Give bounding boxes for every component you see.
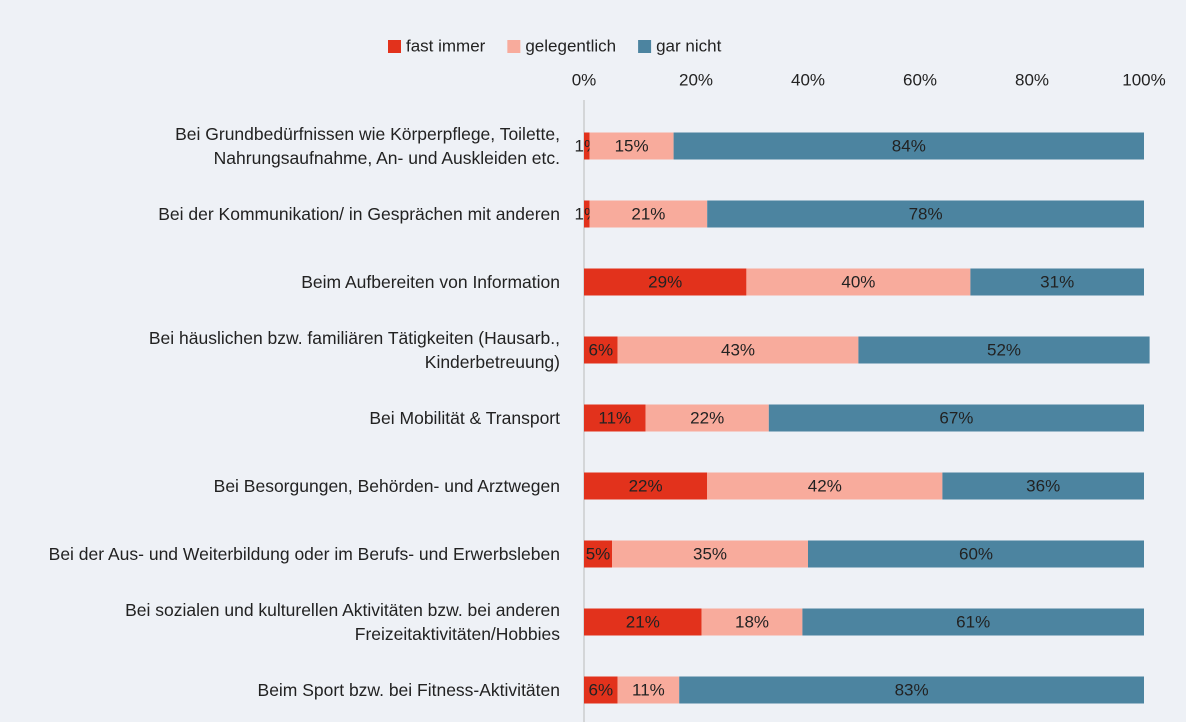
bar-segment <box>584 132 590 160</box>
data-label: 42% <box>808 476 842 495</box>
bar-segment <box>589 132 674 160</box>
data-label: 18% <box>735 612 769 631</box>
bar-segment <box>584 540 612 568</box>
bar-segment <box>746 268 971 296</box>
data-label: 29% <box>648 272 682 291</box>
data-label: 35% <box>693 544 727 563</box>
data-label: 43% <box>721 340 755 359</box>
bar-segment <box>612 540 808 568</box>
category-label: Bei sozialen und kulturellen Aktivitäten… <box>125 600 560 644</box>
bar-segment <box>707 472 943 500</box>
bar-segment <box>584 404 646 432</box>
x-tick-label: 20% <box>679 70 713 89</box>
data-label: 21% <box>631 204 665 223</box>
legend-swatch <box>388 40 401 53</box>
category-label: Bei der Aus- und Weiterbildung oder im B… <box>48 544 560 564</box>
data-label: 60% <box>959 544 993 563</box>
data-label: 21% <box>626 612 660 631</box>
category-label: Bei Besorgungen, Behörden- und Arztwegen <box>213 476 560 496</box>
bar-segment <box>707 200 1144 228</box>
data-label: 67% <box>939 408 973 427</box>
x-tick-label: 0% <box>572 70 597 89</box>
bar-segment <box>584 472 708 500</box>
category-label: Beim Sport bzw. bei Fitness-Aktivitäten <box>257 680 560 700</box>
legend-swatch <box>507 40 521 53</box>
data-label: 5% <box>586 544 611 563</box>
category-label: Bei der Kommunikation/ in Gesprächen mit… <box>158 204 560 224</box>
data-label: 6% <box>589 680 614 699</box>
legend-label: gar nicht <box>656 36 721 55</box>
bar-segment <box>617 676 680 704</box>
legend-swatch <box>638 40 652 53</box>
bar-segment <box>970 268 1144 296</box>
bar-segment <box>701 608 803 636</box>
bar-segment <box>584 200 590 228</box>
data-label: 22% <box>690 408 724 427</box>
data-label: 36% <box>1026 476 1060 495</box>
data-label: 6% <box>589 340 614 359</box>
data-label: 11% <box>632 680 665 699</box>
category-label: Bei Grundbedürfnissen wie Körperpflege, … <box>175 124 560 168</box>
bar-segment <box>589 200 708 228</box>
x-tick-label: 80% <box>1015 70 1049 89</box>
data-label: 61% <box>956 612 990 631</box>
category-label: Bei Mobilität & Transport <box>369 408 560 428</box>
legend-label: fast immer <box>406 36 486 55</box>
data-label: 52% <box>987 340 1021 359</box>
bar-segment <box>768 404 1144 432</box>
x-tick-label: 60% <box>903 70 937 89</box>
data-label: 15% <box>615 136 649 155</box>
data-label: 84% <box>892 136 926 155</box>
data-label: 83% <box>895 680 929 699</box>
data-label: 31% <box>1040 272 1074 291</box>
legend-label: gelegentlich <box>525 36 616 55</box>
bar-segment <box>584 268 747 296</box>
bar-segment <box>584 676 618 704</box>
data-label: 78% <box>909 204 943 223</box>
bar-segment <box>679 676 1144 704</box>
bar-segment <box>673 132 1144 160</box>
bar-segment <box>808 540 1144 568</box>
bar-segment <box>802 608 1144 636</box>
bar-segment <box>645 404 769 432</box>
bar-segment <box>858 336 1150 364</box>
category-label: Bei häuslichen bzw. familiären Tätigkeit… <box>148 328 560 372</box>
x-tick-label: 40% <box>791 70 825 89</box>
bar-segment <box>942 472 1144 500</box>
x-tick-label: 100% <box>1122 70 1165 89</box>
bar-segment <box>584 608 702 636</box>
data-label: 11% <box>598 408 631 427</box>
data-label: 22% <box>629 476 663 495</box>
bar-segment <box>584 336 618 364</box>
category-label: Beim Aufbereiten von Information <box>301 272 560 292</box>
bar-segment <box>617 336 859 364</box>
data-label: 40% <box>841 272 875 291</box>
